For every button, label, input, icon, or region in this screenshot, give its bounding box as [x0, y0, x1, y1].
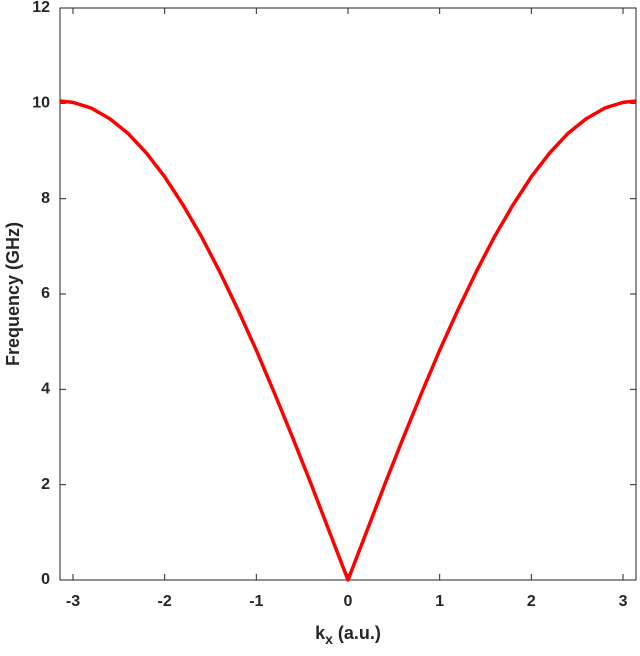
y-tick-label: 12	[32, 0, 50, 16]
x-tick-label: -2	[158, 593, 172, 610]
y-tick-label: 4	[41, 381, 50, 398]
x-tick-label: -1	[249, 593, 263, 610]
x-label-sub: x	[325, 631, 333, 647]
x-tick-label: 1	[435, 593, 444, 610]
x-label-rest: (a.u.)	[333, 623, 381, 643]
y-tick-label: 0	[41, 571, 50, 588]
y-tick-label: 10	[32, 95, 50, 112]
x-tick-label: -3	[66, 593, 80, 610]
y-axis-label: Frequency (GHz)	[3, 222, 23, 366]
x-tick-label: 2	[527, 593, 536, 610]
x-tick-label: 0	[344, 593, 353, 610]
y-tick-label: 8	[41, 190, 50, 207]
y-tick-label: 2	[41, 476, 50, 493]
x-tick-label: 3	[619, 593, 628, 610]
plot-frame	[59, 7, 637, 581]
x-label-main: k	[315, 623, 326, 643]
data-line	[59, 99, 637, 582]
y-tick-label: 6	[41, 285, 50, 302]
x-axis-label: kx (a.u.)	[315, 623, 381, 647]
